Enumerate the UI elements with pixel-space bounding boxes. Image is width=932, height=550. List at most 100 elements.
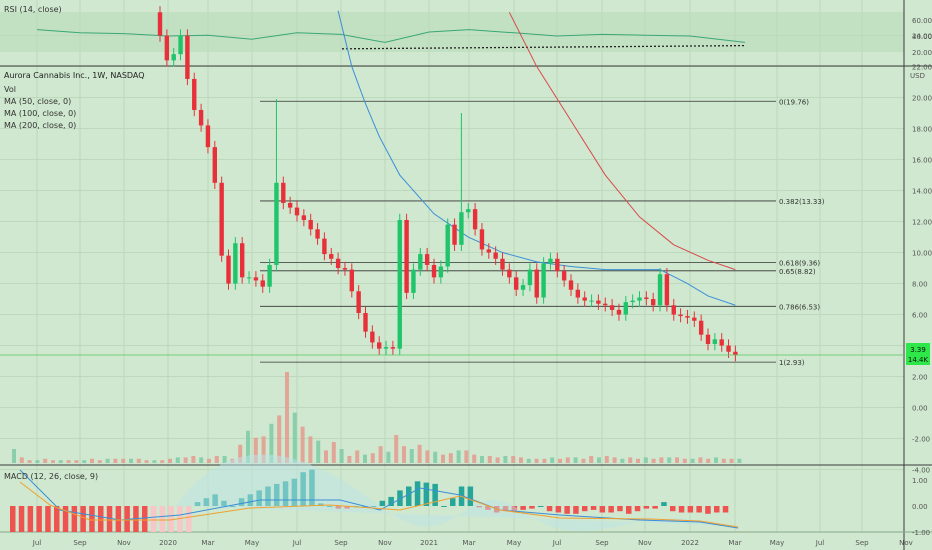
candle-body <box>472 209 478 230</box>
candle-body <box>253 277 259 281</box>
macd-area <box>176 454 740 532</box>
time-tick: Jul <box>292 539 302 547</box>
volume-bar <box>43 458 48 463</box>
candle-body <box>212 147 217 183</box>
macd-bar <box>406 486 412 506</box>
candle-body <box>692 317 697 321</box>
candle-body <box>507 269 512 278</box>
volume-bar <box>121 458 126 463</box>
candle-body <box>397 219 402 349</box>
candle-body <box>240 243 245 278</box>
macd-bar <box>18 506 25 532</box>
price-tick: -2.00 <box>912 436 930 444</box>
volume-bar <box>706 458 711 463</box>
candle-body <box>493 252 498 259</box>
candle-body <box>274 182 279 265</box>
volume-bar <box>269 423 274 463</box>
candle-body <box>219 182 224 256</box>
volume-bar <box>136 458 141 463</box>
volume-bar <box>737 458 742 463</box>
candle-body <box>329 254 334 259</box>
candle-body <box>630 300 635 303</box>
volume-bar <box>363 454 367 463</box>
ma-100-line <box>508 12 736 271</box>
volume-bar <box>721 458 726 463</box>
macd-bar <box>80 506 86 532</box>
volume-bar <box>503 456 508 463</box>
candle-body <box>479 229 485 250</box>
candle-body <box>356 291 361 313</box>
volume-panel <box>12 372 742 463</box>
candle-body <box>322 238 327 255</box>
candle-body <box>520 285 526 290</box>
price-tick: 22.00 <box>912 64 932 72</box>
candle-body <box>555 258 560 272</box>
time-tick: 2020 <box>159 539 177 547</box>
price-axis[interactable]: 24.00 22.00 20.00 18.00 16.00 14.00 12.00 10.00… <box>912 17 932 537</box>
volume-bar <box>144 460 149 463</box>
volume-bar <box>168 458 172 463</box>
price-tick: 8.00 <box>912 281 928 289</box>
time-axis[interactable]: Jul Sep Nov 2020 Mar May Jul Sep Nov 2021 Mar May Ju… <box>32 539 913 547</box>
volume-bar <box>160 460 165 463</box>
candle-body <box>568 280 574 290</box>
volume-bar <box>612 457 617 463</box>
candle-body <box>185 35 190 79</box>
candle-body <box>404 219 409 293</box>
volume-bar <box>285 372 289 463</box>
last-price-value: 3.39 <box>910 346 926 354</box>
candle-body <box>281 182 286 203</box>
price-tick: 10.00 <box>912 250 932 258</box>
volume-bar <box>300 426 305 463</box>
volume-bar <box>480 456 484 463</box>
volume-bar <box>214 456 219 463</box>
time-tick: Nov <box>378 539 392 547</box>
macd-bar <box>590 506 597 510</box>
volume-bar <box>659 457 664 463</box>
volume-bar <box>441 454 445 463</box>
candle-body <box>589 300 594 302</box>
candle-body <box>205 125 211 148</box>
macd-bar <box>168 506 174 532</box>
volume-bar <box>19 457 24 463</box>
legend-line: Vol <box>4 85 16 94</box>
macd-bar <box>661 502 667 506</box>
macd-bar <box>643 506 650 509</box>
candle-body <box>514 277 519 290</box>
candle-body <box>644 297 649 300</box>
volume-bar <box>292 412 297 463</box>
candle-body <box>719 339 724 346</box>
legend-line: MA (50, close, 0) <box>4 97 71 106</box>
time-tick: 2021 <box>420 539 438 547</box>
candle-body <box>164 35 170 61</box>
macd-bar <box>529 506 535 509</box>
volume-bar <box>27 460 32 463</box>
volume-bar <box>386 451 391 463</box>
volume-bar <box>105 458 110 463</box>
candle-body <box>438 266 444 278</box>
volume-bar <box>597 457 601 463</box>
candles <box>157 6 738 362</box>
candle-body <box>157 12 163 36</box>
time-tick: Nov <box>899 539 913 547</box>
candle-body <box>596 300 601 304</box>
time-tick: Nov <box>117 539 131 547</box>
moving-averages <box>337 10 736 306</box>
price-tick: 18.00 <box>912 126 932 134</box>
price-tick: 16.00 <box>912 157 932 165</box>
candle-body <box>486 249 491 253</box>
macd-tick: 1.00 <box>912 477 928 485</box>
macd-bar <box>397 490 403 506</box>
fib-label: 0.786(6.53) <box>779 303 820 311</box>
volume-bar <box>651 458 656 463</box>
macd-tick: -1.00 <box>912 529 930 537</box>
volume-bar <box>12 449 16 463</box>
last-price-box <box>906 343 930 365</box>
volume-bar <box>682 458 687 463</box>
volume-bar <box>636 458 640 463</box>
volume-bar <box>238 444 243 463</box>
time-tick: Jul <box>552 539 562 547</box>
macd-bar <box>687 506 694 513</box>
candle-body <box>698 320 704 335</box>
